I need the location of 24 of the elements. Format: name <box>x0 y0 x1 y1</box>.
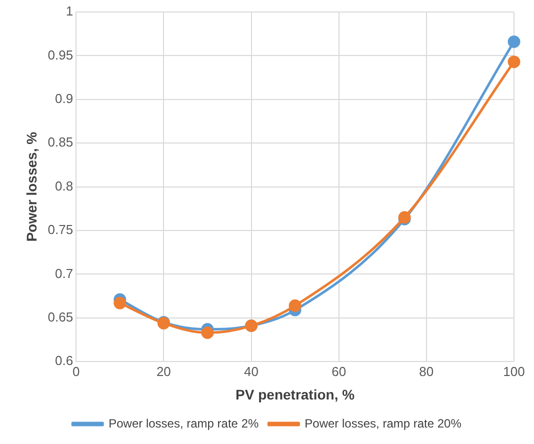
y-tick-label: 0.9 <box>55 90 74 106</box>
y-tick-label: 1 <box>66 4 74 19</box>
x-tick-label: 0 <box>72 364 80 379</box>
y-tick-label: 0.6 <box>55 353 74 368</box>
point <box>288 299 302 312</box>
x-tick-label: 80 <box>419 364 434 379</box>
y-axis-title: Power losses, % <box>23 131 40 242</box>
x-tick-label: 20 <box>156 364 171 379</box>
x-axis-title: PV penetration, % <box>236 386 356 402</box>
x-tick-label: 40 <box>244 364 258 379</box>
y-tick-label: 0.85 <box>48 134 74 150</box>
legend-label: Power losses, ramp rate 2% <box>108 416 259 430</box>
point <box>508 56 520 68</box>
y-tick-label: 0.75 <box>48 222 74 238</box>
y-tick-label: 0.95 <box>48 47 74 62</box>
y-tick-label: 0.8 <box>55 178 74 194</box>
y-tick-label: 0.65 <box>48 309 74 324</box>
x-tick-label: 100 <box>503 364 525 379</box>
legend-label: Power losses, ramp rate 20% <box>304 416 462 430</box>
point <box>114 296 126 310</box>
point <box>508 35 520 48</box>
point <box>201 326 214 340</box>
x-tick-label: 60 <box>332 364 346 379</box>
y-tick-label: 0.7 <box>55 266 74 281</box>
